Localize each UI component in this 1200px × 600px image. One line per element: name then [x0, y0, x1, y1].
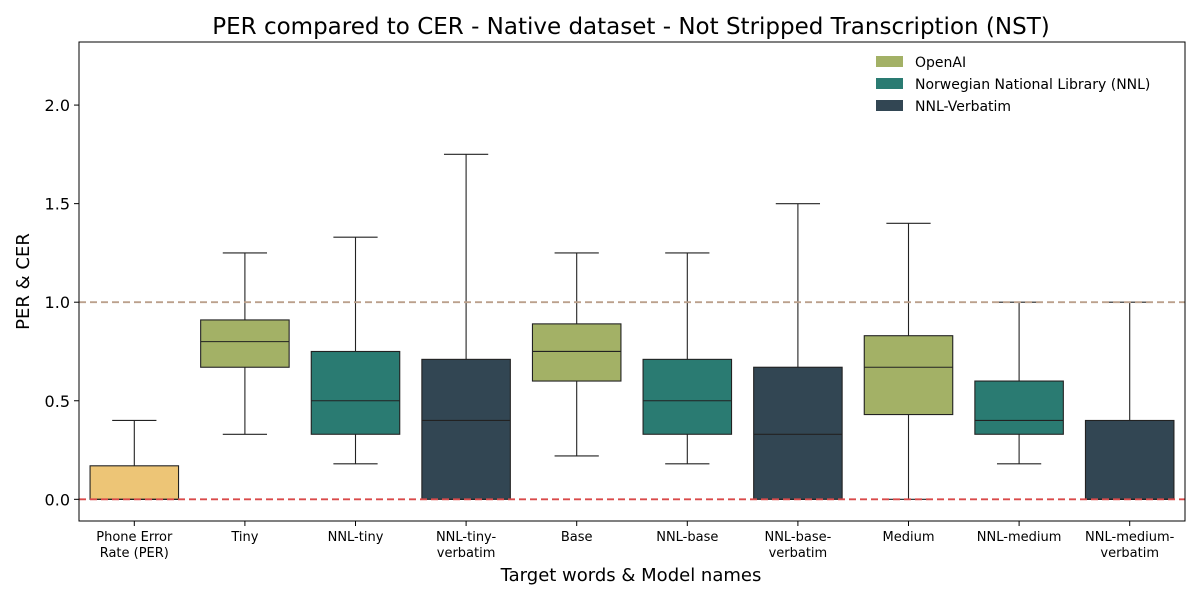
- y-tick-label: 0.5: [45, 392, 70, 411]
- x-tick-label: Tiny: [230, 530, 258, 545]
- y-tick-label: 1.0: [45, 293, 70, 312]
- box: [974, 380, 1064, 435]
- x-tick-label: Phone Error Rate (PER): [96, 530, 173, 561]
- x-tick-label: NNL-tiny-verbatim: [436, 530, 497, 561]
- legend-label: OpenAI: [915, 55, 966, 71]
- legend-swatch: [876, 78, 903, 89]
- box-plot-2: [310, 236, 401, 465]
- legend-label: NNL-Verbatim: [915, 99, 1011, 115]
- box-plot-1: [200, 252, 290, 435]
- x-tick-label: NNL-base: [656, 530, 718, 545]
- chart-title: PER compared to CER - Native dataset - N…: [212, 14, 1049, 40]
- box-plot-6: [753, 203, 843, 500]
- x-tick-label: NNL-medium: [977, 530, 1062, 545]
- box-plot-4: [531, 252, 622, 457]
- box-plot-0: [89, 419, 180, 500]
- plot-frame: [78, 41, 1186, 522]
- y-tick-label: 1.5: [45, 195, 70, 214]
- legend-swatch: [876, 56, 903, 67]
- plot-area: [79, 153, 1185, 501]
- x-axis-label: Target words & Model names: [500, 565, 762, 586]
- y-axis-label: PER & CER: [13, 233, 34, 330]
- y-tick-label: 2.0: [45, 96, 70, 115]
- box: [310, 350, 401, 435]
- legend-swatch: [876, 100, 903, 111]
- box-plot-3: [421, 153, 511, 500]
- x-tick-label: Medium: [883, 530, 935, 545]
- box: [200, 319, 290, 368]
- box-plot-5: [642, 252, 733, 465]
- box-plot-7: [863, 222, 954, 500]
- box: [1084, 419, 1175, 500]
- legend: OpenAI Norwegian National Library (NNL) NN…: [876, 55, 1150, 115]
- box: [863, 335, 954, 416]
- y-tick-label: 0.0: [45, 490, 70, 509]
- x-tick-label: NNL-base-verbatim: [764, 530, 831, 561]
- box: [531, 323, 622, 382]
- box: [421, 358, 511, 500]
- legend-label: Norwegian National Library (NNL): [915, 77, 1150, 93]
- box-plot-8: [974, 301, 1064, 465]
- box: [753, 366, 843, 500]
- x-tick-label: NNL-tiny: [328, 530, 384, 545]
- box: [642, 358, 733, 435]
- box-plot-9: [1084, 301, 1175, 500]
- box: [89, 465, 180, 500]
- x-tick-label: Base: [561, 530, 593, 545]
- x-tick-label: NNL-medium-verbatim: [1085, 530, 1175, 561]
